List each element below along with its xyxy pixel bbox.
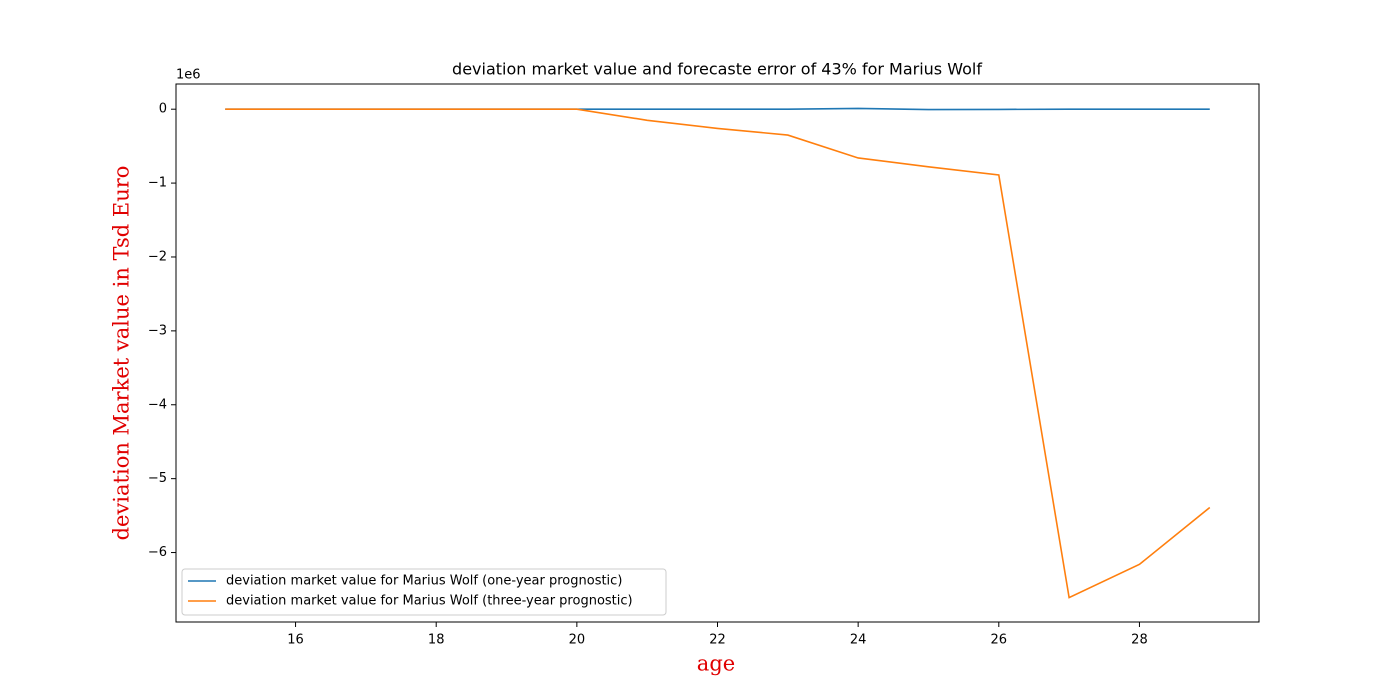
y-offset-label: 1e6	[176, 68, 201, 83]
x-tick-label: 28	[1131, 633, 1148, 648]
x-tick-label: 18	[428, 633, 445, 648]
y-tick-label: −1	[148, 176, 167, 191]
chart-title: deviation market value and forecaste err…	[452, 60, 982, 79]
legend-label: deviation market value for Marius Wolf (…	[226, 574, 622, 589]
y-tick-label: −2	[148, 249, 167, 264]
legend-box	[181, 568, 667, 616]
y-tick-label: −4	[148, 397, 167, 412]
plot-frame	[175, 83, 1260, 623]
x-axis-label: age	[697, 652, 735, 676]
y-tick-label: 0	[159, 102, 167, 117]
y-tick-label: −6	[148, 545, 167, 560]
x-tick-label: 20	[569, 633, 586, 648]
x-tick-label: 22	[709, 633, 726, 648]
x-tick-label: 16	[287, 633, 304, 648]
legend-label: deviation market value for Marius Wolf (…	[226, 594, 633, 609]
x-tick-label: 26	[991, 633, 1008, 648]
data-line	[225, 108, 1211, 599]
y-tick-label: −5	[148, 471, 167, 486]
y-axis-label: deviation Market value in Tsd Euro	[110, 166, 134, 541]
x-tick-label: 24	[850, 633, 867, 648]
y-tick-label: −3	[148, 323, 167, 338]
